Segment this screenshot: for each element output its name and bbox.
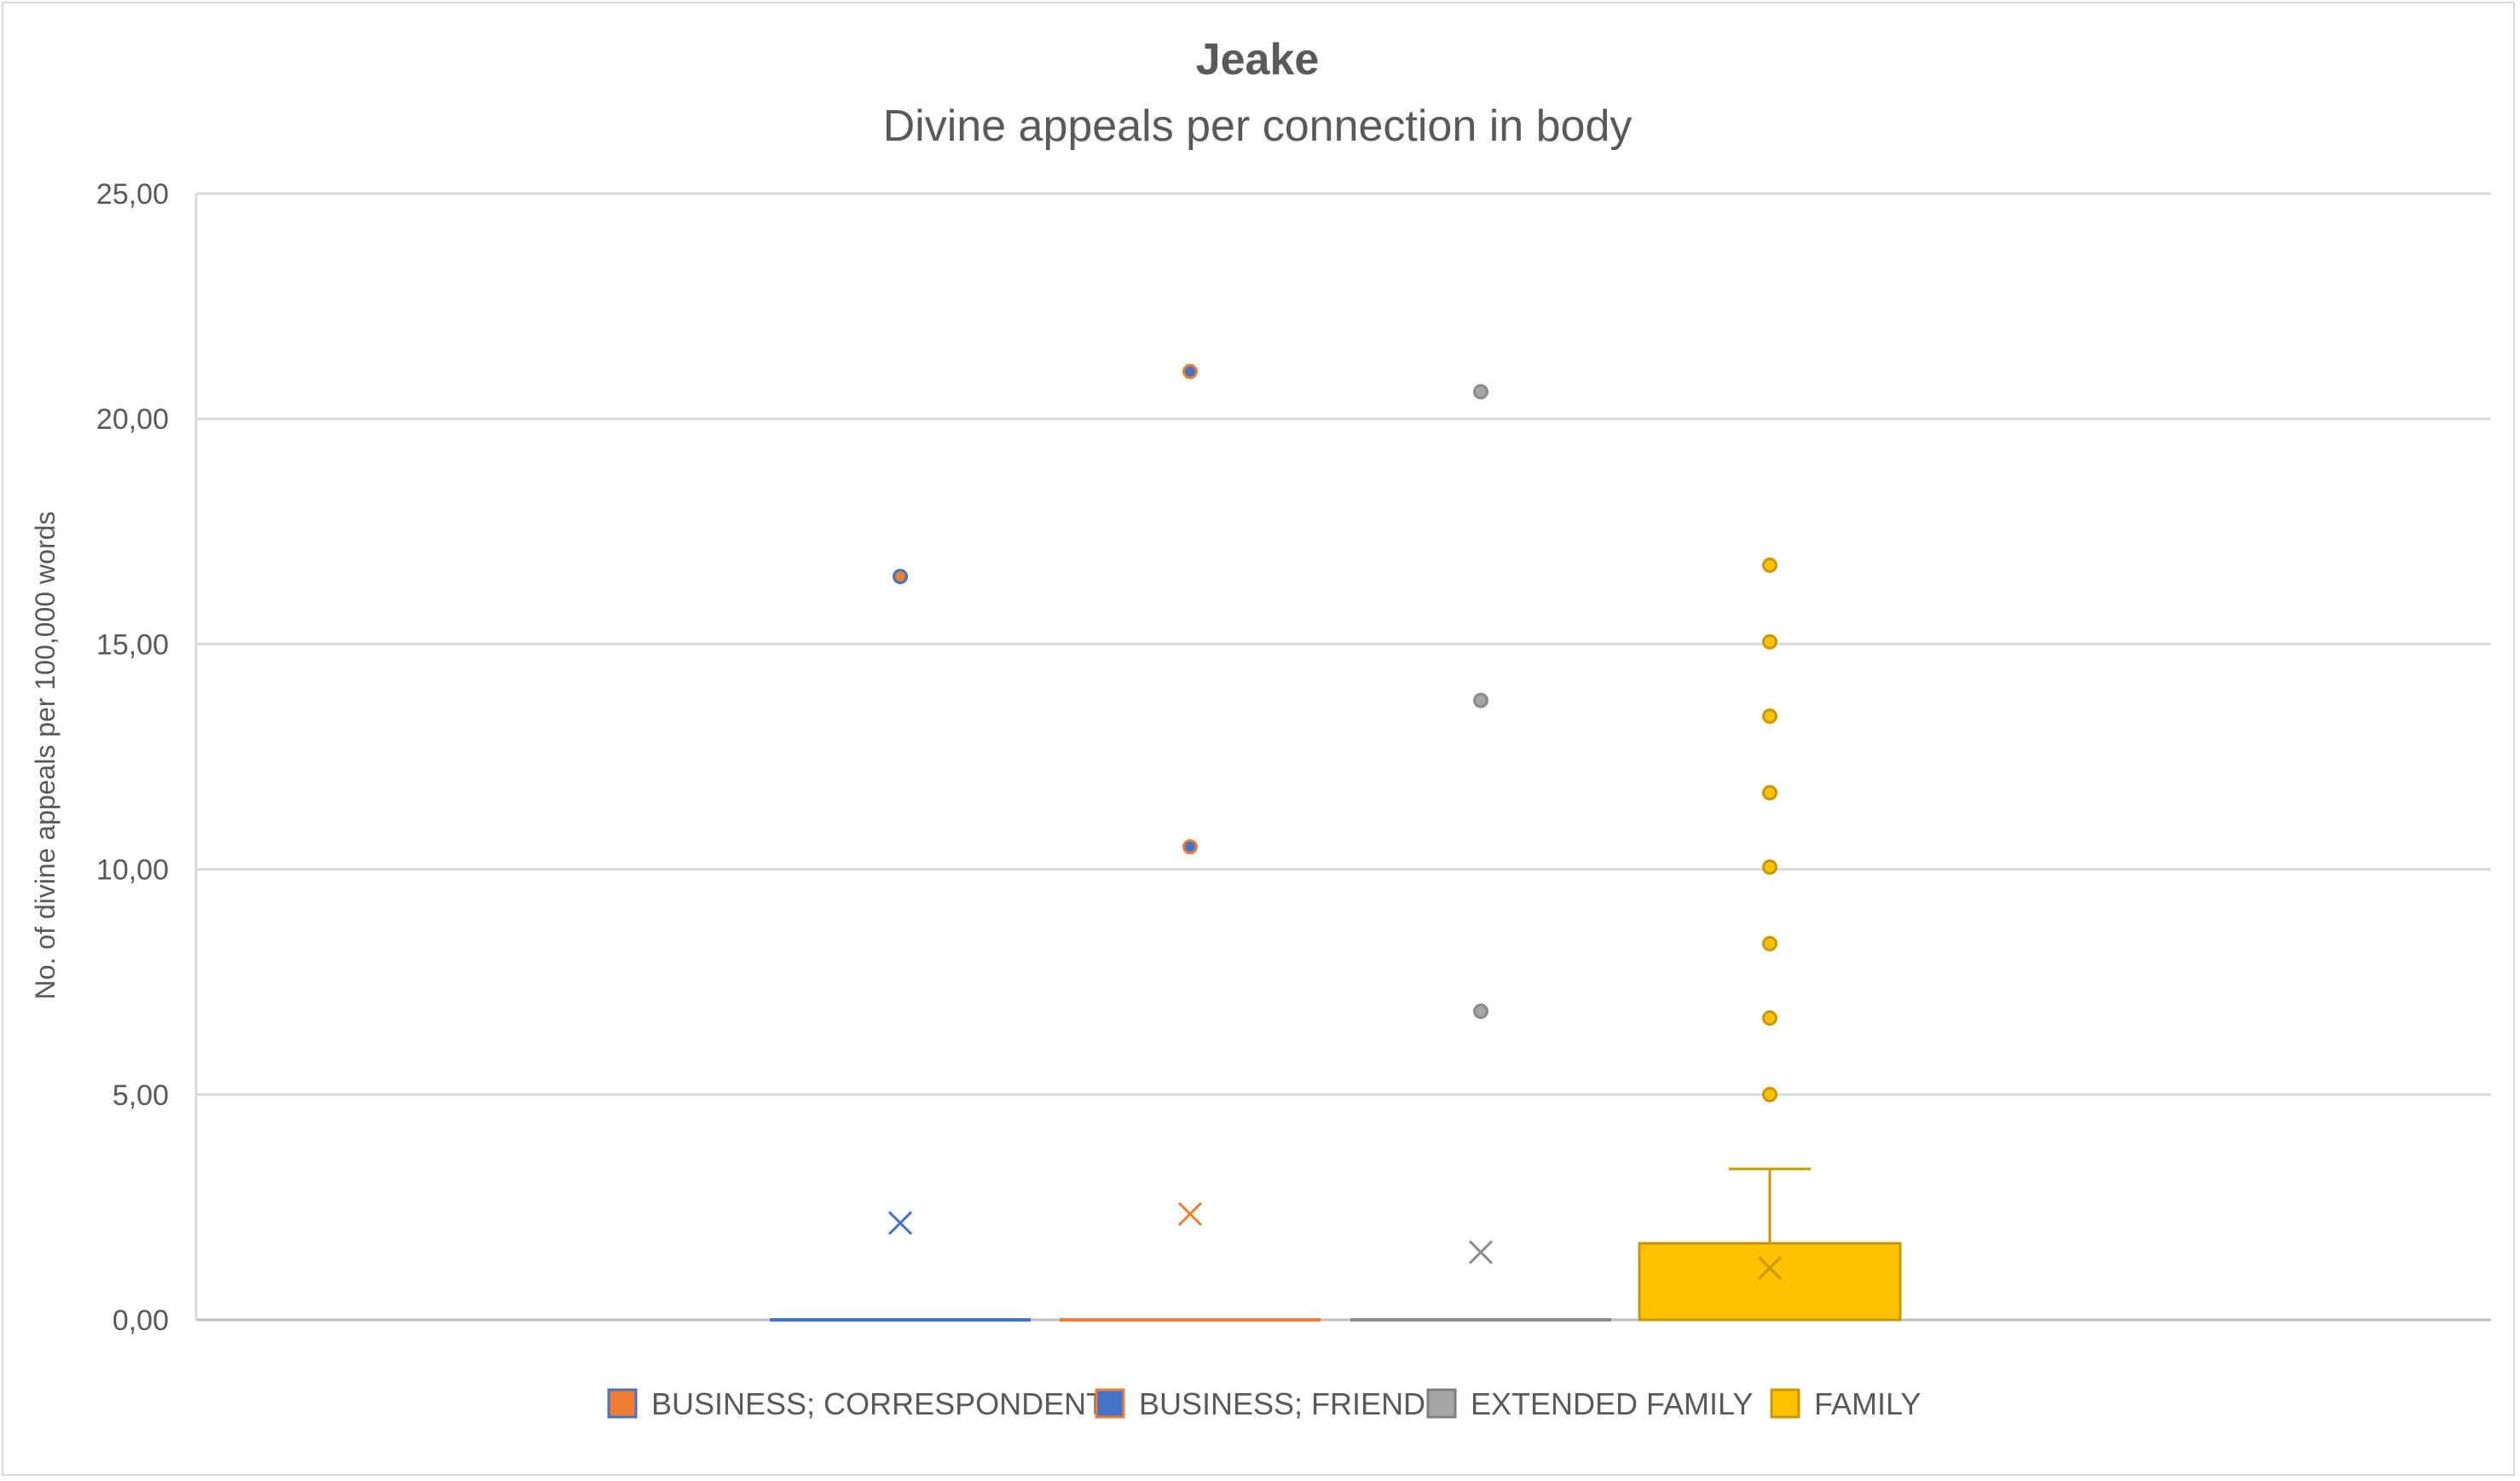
legend-label: BUSINESS; FRIEND [1139,1386,1425,1421]
outlier-point [1762,784,1777,801]
outlier-point [1762,859,1777,875]
outlier-point [1762,1086,1777,1102]
outlier-point [1182,839,1198,855]
y-tick-label: 10,00 [96,854,169,887]
mean-marker [887,1211,913,1235]
outlier-point [1762,935,1777,952]
legend-swatch [1770,1388,1800,1419]
legend-swatch [1426,1388,1457,1419]
outlier-point [1762,557,1777,573]
box-series [770,569,1031,1322]
legend-label: FAMILY [1814,1386,1921,1421]
mean-marker [1177,1201,1203,1226]
outlier-point [1762,633,1777,650]
mean-marker [1757,1256,1783,1281]
chart-title: Jeake [1196,35,1320,84]
plot-area [770,363,1902,1322]
legend-label: BUSINESS; CORRESPONDENT [651,1386,1105,1421]
legend-item: EXTENDED FAMILY [1426,1386,1753,1421]
y-tick-label: 25,00 [96,178,169,211]
y-axis-ticks: 0,00 5,00 10,00 15,00 20,00 25,00 [96,178,169,1337]
box-series [1350,384,1611,1322]
outlier-point [1473,384,1488,400]
y-tick-label: 15,00 [96,628,169,661]
legend-label: EXTENDED FAMILY [1471,1386,1753,1421]
legend-swatch [607,1388,638,1419]
chart-subtitle: Divine appeals per connection in body [883,101,1633,151]
y-tick-label: 5,00 [113,1079,169,1112]
y-tick-label: 20,00 [96,403,169,436]
outlier-point [1473,1004,1488,1020]
legend-item: FAMILY [1770,1386,1921,1421]
y-axis-label: No. of divine appeals per 100,000 words [30,512,61,1000]
legend-item: BUSINESS; FRIEND [1095,1386,1425,1421]
mean-marker [1468,1240,1494,1264]
box-rect [1638,1241,1902,1322]
outlier-point [1182,363,1198,379]
legend-item: BUSINESS; CORRESPONDENT [607,1386,1105,1421]
box-series [1060,363,1321,1322]
outlier-point [1762,1010,1777,1026]
outlier-point [893,569,908,585]
y-tick-label: 0,00 [113,1305,169,1337]
outlier-point [1762,708,1777,724]
box-series [1638,557,1902,1322]
legend-swatch [1095,1388,1125,1419]
outlier-point [1473,692,1488,709]
legend: BUSINESS; CORRESPONDENT BUSINESS; FRIEND E… [607,1386,1921,1421]
gridlines [194,192,2491,1322]
